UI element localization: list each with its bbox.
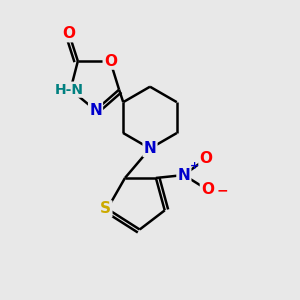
Text: O: O — [104, 54, 117, 69]
Text: N: N — [89, 103, 102, 118]
Text: O: O — [200, 151, 212, 166]
Text: +: + — [190, 160, 199, 170]
Text: N: N — [178, 167, 190, 182]
Text: O: O — [201, 182, 214, 197]
Text: −: − — [216, 183, 228, 197]
Text: O: O — [62, 26, 76, 41]
Text: N: N — [144, 141, 156, 156]
Text: H-N: H-N — [55, 82, 83, 97]
Text: S: S — [100, 201, 111, 216]
